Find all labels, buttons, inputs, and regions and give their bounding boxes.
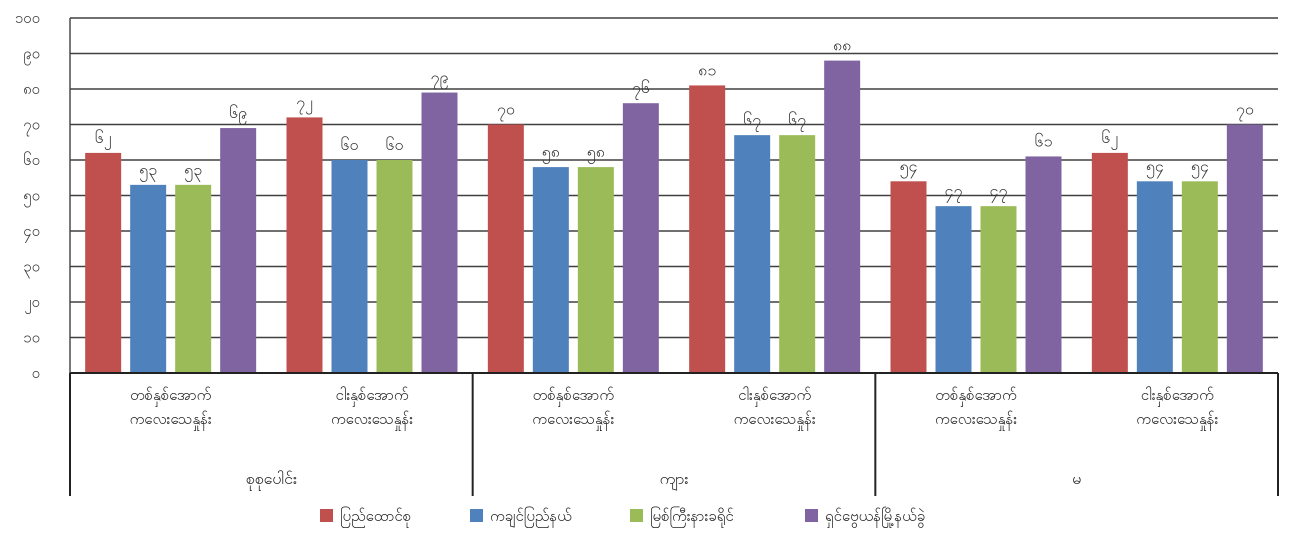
category-label: တစ်နှစ်အောက် xyxy=(935,386,1016,407)
bar xyxy=(779,135,816,373)
group-label: စုစုပေါင်း xyxy=(246,469,298,491)
bar xyxy=(1136,181,1173,373)
bar xyxy=(1025,156,1062,373)
legend-swatch xyxy=(805,509,818,522)
legend-swatch xyxy=(320,509,333,522)
data-label: ၅၃ xyxy=(139,160,157,182)
category-label: ကလေးသေနှုန်း xyxy=(1136,410,1218,431)
y-tick-label: ၇၀ xyxy=(23,116,40,137)
data-label: ၇၆ xyxy=(632,78,650,100)
data-label: ၇၀ xyxy=(497,100,515,122)
data-label: ၈၁ xyxy=(698,60,716,79)
category-label: ငါးနှစ်အောက် xyxy=(738,386,811,407)
data-label: ၆၁ xyxy=(1035,131,1053,150)
y-tick-label: ၃၀ xyxy=(23,258,40,279)
y-tick-label: ၉၀ xyxy=(23,45,40,66)
data-label: ၇၉ xyxy=(431,68,449,90)
data-label: ၅၈ xyxy=(587,142,605,164)
bar xyxy=(487,124,524,373)
bar xyxy=(734,135,771,373)
bar xyxy=(622,103,659,373)
legend-swatch xyxy=(470,509,483,522)
category-label: ငါးနှစ်အောက် xyxy=(335,386,408,407)
legend-label: မြစ်ကြီးနားခရိုင် xyxy=(650,506,734,528)
bar xyxy=(286,117,323,374)
legend-label: ကချင်ပြည်နယ် xyxy=(490,506,572,528)
bar xyxy=(824,60,861,373)
bar xyxy=(421,92,458,374)
group-label: ကျား xyxy=(660,469,689,491)
data-label: ၅၄ xyxy=(1146,156,1164,178)
data-label: ၇၀ xyxy=(1236,100,1254,122)
y-tick-label: ၈၀ xyxy=(23,80,40,98)
legend-label: ရှင်ဗွေယန်မြို့နယ်ခွဲ xyxy=(825,506,925,528)
y-tick-label: ၄၀ xyxy=(23,222,40,243)
bar xyxy=(935,206,972,373)
data-label: ၄၇ xyxy=(990,181,1008,203)
category-label: တစ်နှစ်အောက် xyxy=(130,386,211,407)
data-label: ၆၇ xyxy=(743,110,761,132)
bar xyxy=(1091,152,1128,373)
data-label: ၆၂ xyxy=(95,128,112,150)
group-label: မ xyxy=(1072,469,1081,488)
bar xyxy=(890,181,927,373)
bar xyxy=(980,206,1017,373)
data-label: ၅၄ xyxy=(900,156,918,178)
y-tick-label: ၁၀၀ xyxy=(15,9,40,27)
category-label: ကလေးသေနှုန်း xyxy=(935,410,1017,431)
y-tick-label: ၂၀ xyxy=(24,293,40,314)
data-label: ၄၇ xyxy=(945,181,963,203)
bar xyxy=(1181,181,1218,373)
y-tick-label: ၁၀ xyxy=(23,329,40,347)
data-label: ၆၀ xyxy=(341,135,359,154)
data-label: ၆၀ xyxy=(386,135,404,154)
data-label: ၈၈ xyxy=(833,36,851,55)
y-tick-label: ၀ xyxy=(32,364,40,382)
category-label: ကလေးသေနှုန်း xyxy=(130,410,212,431)
bar xyxy=(220,128,257,373)
data-label: ၅၃ xyxy=(184,160,202,182)
category-label: တစ်နှစ်အောက် xyxy=(533,386,614,407)
category-label: ကလေးသေနှုန်း xyxy=(734,410,816,431)
data-label: ၆၂ xyxy=(1101,128,1118,150)
bar xyxy=(1226,124,1263,373)
bar xyxy=(130,184,167,373)
bar xyxy=(175,184,212,373)
bar xyxy=(331,160,368,373)
bar xyxy=(577,167,614,373)
bar xyxy=(376,160,413,373)
category-label: ငါးနှစ်အောက် xyxy=(1141,386,1214,407)
data-label: ၆၉ xyxy=(229,103,247,125)
legend-swatch xyxy=(630,509,643,522)
category-label: ကလေးသေနှုန်း xyxy=(532,410,614,431)
y-tick-label: ၅၀ xyxy=(23,187,40,208)
y-tick-label: ၆၀ xyxy=(23,151,40,169)
data-label: ၅၈ xyxy=(542,142,560,164)
data-label: ၇၂ xyxy=(296,92,313,114)
bar xyxy=(85,152,122,373)
data-label: ၅၄ xyxy=(1191,156,1209,178)
legend-label: ပြည်ထောင်စု xyxy=(340,506,411,528)
data-label: ၆၇ xyxy=(788,110,806,132)
category-label: ကလေးသေနှုန်း xyxy=(331,410,413,431)
bar xyxy=(532,167,569,373)
bar xyxy=(689,85,726,373)
